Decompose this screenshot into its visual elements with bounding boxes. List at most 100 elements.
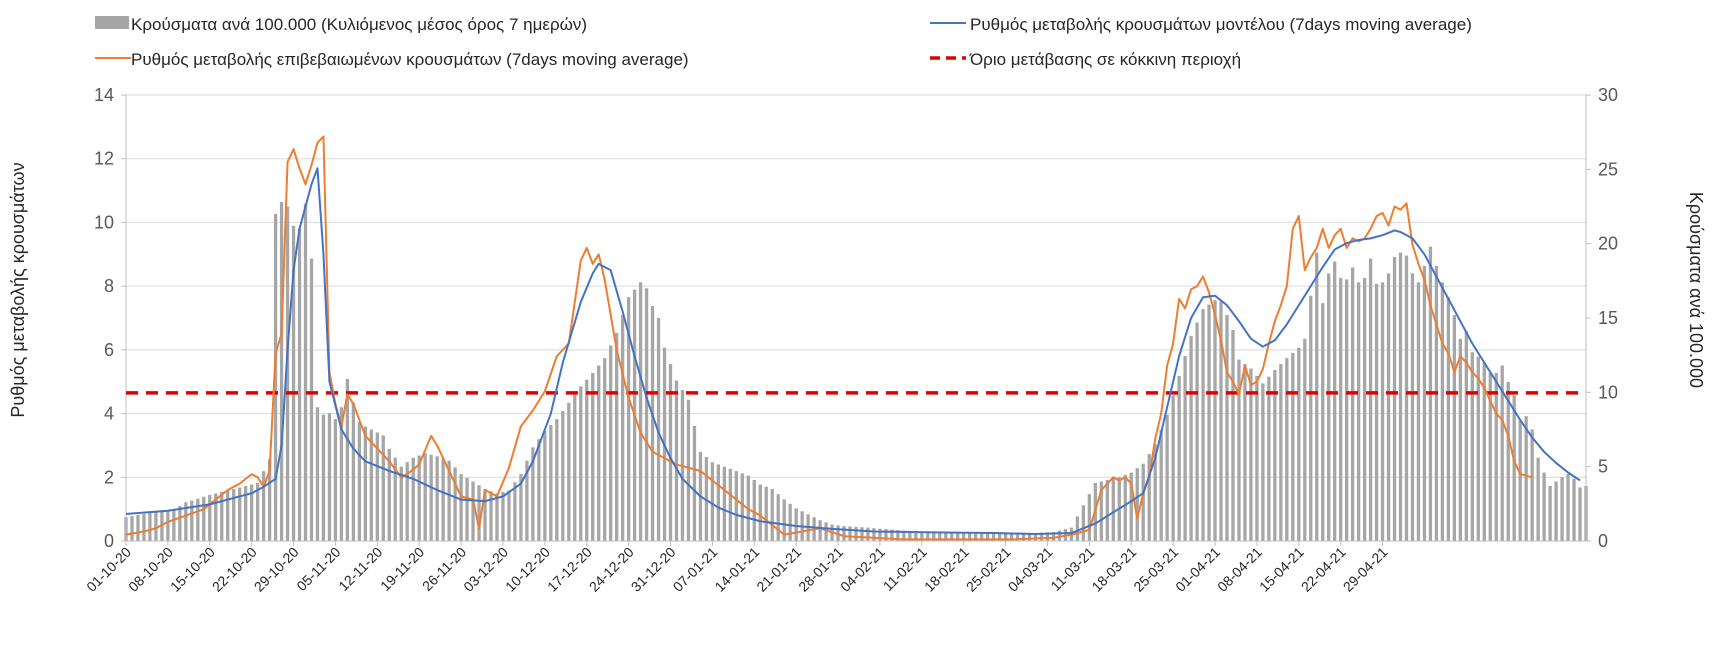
y-left-tick-label: 2 bbox=[104, 467, 114, 487]
bar bbox=[842, 526, 846, 541]
bar bbox=[962, 532, 966, 541]
bar bbox=[615, 332, 619, 541]
bar bbox=[1255, 375, 1259, 541]
y-right-tick-label: 10 bbox=[1598, 382, 1618, 402]
y-left-tick-label: 0 bbox=[104, 531, 114, 551]
y-right-axis-label: Κρούσματα ανά 100.000 bbox=[1686, 192, 1706, 388]
bar bbox=[1309, 295, 1313, 541]
bar bbox=[1488, 373, 1492, 541]
bar bbox=[357, 422, 362, 541]
bar bbox=[399, 466, 403, 541]
bar bbox=[1345, 279, 1349, 541]
model-rate-line bbox=[125, 167, 1581, 535]
bar bbox=[1572, 478, 1576, 541]
bar bbox=[926, 531, 930, 541]
bar bbox=[1153, 444, 1157, 541]
bar bbox=[824, 522, 828, 541]
bar bbox=[884, 529, 888, 541]
bar bbox=[573, 394, 577, 541]
bar bbox=[1339, 277, 1343, 541]
bar bbox=[339, 407, 344, 541]
bar bbox=[285, 206, 290, 541]
bar bbox=[1177, 375, 1181, 541]
bar bbox=[872, 528, 876, 541]
bar bbox=[890, 529, 894, 541]
bar bbox=[447, 460, 451, 541]
axes bbox=[121, 94, 1591, 546]
bar bbox=[369, 429, 373, 541]
bar bbox=[477, 485, 481, 541]
bar bbox=[585, 379, 589, 541]
bar bbox=[860, 527, 864, 541]
bar bbox=[710, 462, 715, 541]
bar bbox=[908, 530, 912, 541]
bar bbox=[1350, 267, 1355, 541]
bar bbox=[1518, 420, 1522, 541]
bar bbox=[650, 306, 655, 541]
bar bbox=[1129, 472, 1133, 541]
bar bbox=[495, 493, 499, 541]
bar bbox=[728, 468, 732, 541]
bar bbox=[1087, 494, 1092, 541]
bar bbox=[1548, 485, 1552, 541]
bar bbox=[1015, 533, 1020, 541]
bar bbox=[1303, 338, 1307, 541]
bar bbox=[465, 477, 469, 541]
y-left-tick-label: 10 bbox=[94, 212, 114, 232]
bar bbox=[238, 487, 242, 541]
bar bbox=[1021, 533, 1026, 541]
bar bbox=[513, 482, 517, 541]
bar bbox=[531, 447, 535, 541]
bar bbox=[525, 460, 529, 541]
bar bbox=[638, 282, 643, 541]
bar bbox=[1362, 277, 1367, 541]
bar bbox=[345, 378, 350, 541]
bar bbox=[507, 490, 511, 541]
bar bbox=[1333, 261, 1337, 541]
bar bbox=[561, 410, 565, 541]
bar bbox=[519, 474, 523, 541]
bar bbox=[950, 532, 954, 541]
bar bbox=[1464, 331, 1468, 541]
line-series bbox=[125, 135, 1581, 541]
bar bbox=[375, 432, 379, 541]
bar bbox=[184, 502, 188, 541]
bar bbox=[1099, 481, 1103, 541]
bar bbox=[674, 380, 679, 541]
bar bbox=[453, 467, 457, 541]
legend-bars-label: Κρούσματα ανά 100.000 (Κυλιόμενος μέσος … bbox=[131, 15, 587, 34]
bar bbox=[1404, 255, 1409, 541]
bar bbox=[932, 532, 936, 541]
bar bbox=[764, 486, 768, 541]
bar bbox=[902, 530, 906, 541]
bar bbox=[997, 533, 1002, 541]
bar bbox=[866, 527, 870, 541]
bar bbox=[471, 481, 475, 541]
bar bbox=[1243, 364, 1247, 541]
bar bbox=[327, 413, 332, 541]
bar bbox=[196, 498, 200, 541]
bar bbox=[429, 454, 433, 541]
bar bbox=[483, 488, 487, 541]
bar bbox=[782, 499, 786, 541]
bar bbox=[154, 512, 158, 541]
bar bbox=[208, 494, 212, 541]
bar bbox=[968, 532, 972, 541]
bar bbox=[1081, 505, 1086, 541]
bar bbox=[980, 532, 984, 541]
bar bbox=[974, 532, 978, 541]
bar bbox=[1512, 395, 1516, 541]
bar bbox=[1356, 282, 1361, 541]
bar bbox=[363, 426, 367, 541]
bar bbox=[250, 484, 254, 541]
bar bbox=[1267, 376, 1271, 541]
bar bbox=[1434, 265, 1439, 541]
y-right-tick-label: 30 bbox=[1598, 85, 1618, 105]
bar bbox=[722, 466, 727, 541]
bar bbox=[758, 484, 762, 541]
bar bbox=[1261, 383, 1265, 541]
bar bbox=[435, 456, 439, 541]
bar bbox=[1368, 258, 1373, 541]
bar bbox=[1578, 487, 1582, 541]
